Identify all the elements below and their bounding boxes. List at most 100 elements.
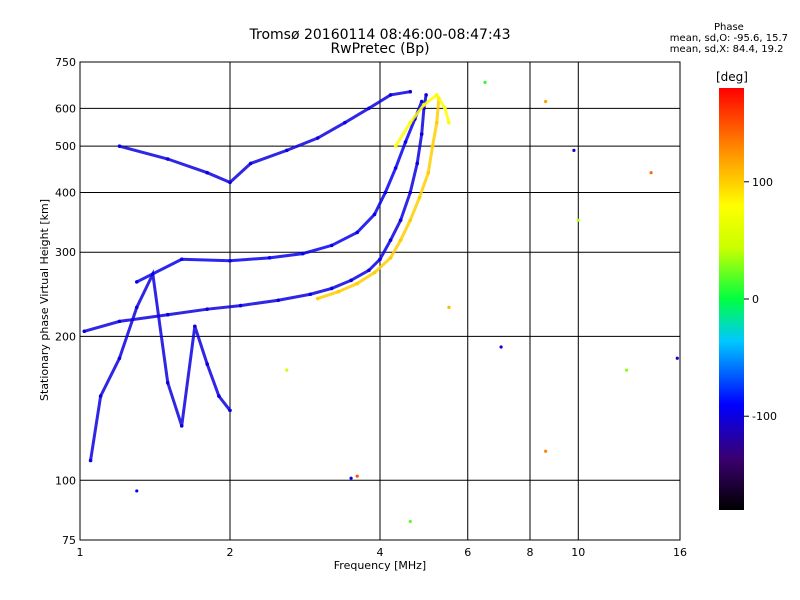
trace-point [329, 286, 334, 291]
trace-point [424, 93, 428, 97]
trace-point [205, 362, 209, 366]
x-axis-ticks: 1 2 4 6 8 10 16 [77, 546, 688, 559]
trace-point [301, 251, 305, 256]
trace-point [315, 296, 320, 301]
trace-line [317, 98, 441, 300]
x-axis-label: Frequency [MHz] [334, 559, 426, 572]
x-tick-label: 6 [464, 546, 471, 559]
trace-point [117, 356, 122, 361]
trace-point [367, 268, 371, 273]
trace-point [98, 394, 103, 398]
trace-point [165, 157, 170, 161]
scatter-point [675, 356, 679, 360]
trace-point [228, 180, 232, 185]
scatter-point [355, 474, 359, 478]
scatter-point [483, 80, 487, 84]
trace-point [388, 256, 393, 260]
trace-point [276, 298, 281, 303]
colorbar-label: [deg] [716, 70, 748, 84]
trace-point [415, 161, 419, 166]
y-axis-ticks: 75 100 200 300 400 500 600 750 [55, 56, 76, 547]
trace-point [134, 280, 139, 284]
scatter-point [349, 476, 353, 480]
scatter-point [572, 148, 576, 152]
x-tick-label: 4 [377, 546, 384, 559]
trace-point [165, 380, 170, 385]
data-points [82, 80, 679, 524]
scatter-point [544, 449, 548, 453]
colorbar-tick-label: 100 [752, 176, 773, 189]
scatter-point [285, 368, 289, 372]
x-tick-label: 8 [527, 546, 534, 559]
trace-point [134, 305, 139, 310]
trace-point [388, 238, 393, 242]
trace-point [179, 424, 184, 428]
x-tick-label: 10 [571, 546, 585, 559]
trace-point [205, 307, 209, 311]
y-tick-label: 500 [55, 140, 76, 153]
trace-point [388, 93, 393, 97]
trace-point [217, 394, 221, 398]
trace-point [408, 120, 413, 125]
trace-line [89, 268, 232, 461]
trace-point [329, 243, 334, 248]
trace-point [205, 170, 209, 175]
trace-point [238, 303, 243, 308]
scatter-point [408, 519, 412, 524]
trace-point [408, 218, 413, 223]
trace-point [336, 289, 341, 294]
scatter-point [447, 305, 451, 309]
trace-point [434, 120, 439, 125]
trace-point [228, 258, 232, 263]
y-tick-label: 200 [55, 330, 76, 343]
trace-point [408, 190, 413, 195]
trace-point [422, 103, 426, 107]
trace-line [119, 90, 411, 185]
y-tick-label: 100 [55, 474, 76, 487]
phase-stats-header: Phase [713, 22, 744, 33]
y-axis-label: Stationary phase Virtual Height [km] [38, 199, 51, 401]
trace-point [403, 140, 408, 144]
trace-point [228, 408, 232, 413]
trace-point [284, 148, 289, 153]
trace-point [179, 257, 184, 262]
trace-point [355, 230, 359, 235]
trace-point [372, 270, 377, 275]
phase-stats-x: mean, sd,X: 84.4, 19.2 [669, 44, 784, 55]
trace-point [165, 312, 170, 317]
y-tick-label: 750 [55, 56, 76, 69]
trace-point [343, 120, 347, 125]
phase-stats-o: mean, sd,O: -95.6, 15.7 [669, 33, 788, 44]
chart-subtitle: RwPretec (Bp) [330, 41, 430, 57]
plot-frame [79, 61, 681, 541]
trace-point [117, 319, 122, 324]
x-tick-label: 16 [673, 546, 687, 559]
phase-stats: Phase mean, sd,O: -95.6, 15.7 mean, sd,X… [670, 22, 788, 55]
y-tick-label: 75 [62, 534, 76, 547]
trace-point [355, 281, 359, 286]
grid-lines [79, 61, 681, 541]
trace-point [82, 329, 87, 334]
trace-point [193, 324, 197, 329]
scatter-point [576, 218, 580, 222]
chart-title: Tromsø 20160114 08:46:00-08:47:43 [249, 27, 511, 43]
x-tick-label: 1 [77, 546, 84, 559]
trace-point [398, 218, 403, 223]
trace-point [443, 106, 447, 111]
trace-point [372, 212, 377, 217]
trace-point [88, 458, 93, 463]
trace-point [349, 278, 353, 283]
trace-point [393, 144, 398, 148]
trace-point [408, 89, 413, 94]
trace-line [136, 100, 424, 284]
trace-point [426, 170, 431, 175]
trace-point [419, 99, 424, 104]
trace-point [434, 93, 439, 97]
trace-point [267, 256, 272, 260]
trace-point [248, 161, 253, 166]
scatter-point [624, 368, 629, 372]
trace-point [378, 257, 382, 262]
colorbar-tick-label: -100 [752, 410, 777, 423]
scatter-point [544, 99, 548, 104]
trace-point [430, 144, 435, 148]
